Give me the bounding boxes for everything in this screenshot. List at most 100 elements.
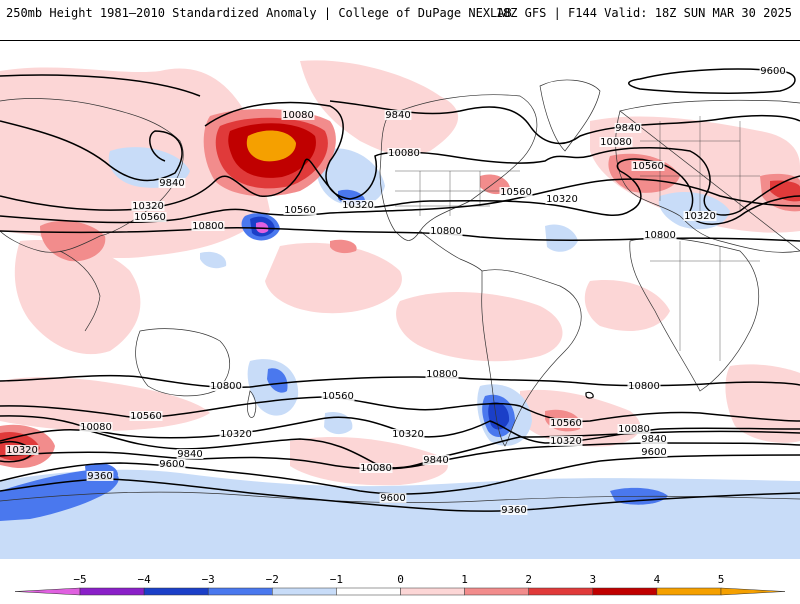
anomaly-pos1-area (265, 242, 402, 314)
colorbar-swatch (592, 587, 658, 596)
contour-label-bg (640, 434, 668, 444)
contour-small-low-sa (585, 391, 594, 399)
contour-label: 10320 (342, 200, 374, 211)
contour-label: 10560 (632, 161, 664, 172)
contour-label-bg (425, 369, 459, 379)
contour-label: 10800 (430, 226, 462, 237)
colorbar-swatch (272, 587, 337, 596)
contour-label: 10080 (388, 148, 420, 159)
colorbar-tick-label: −4 (137, 573, 151, 586)
contour-label: 10800 (210, 381, 242, 392)
contour-label: 9600 (641, 447, 666, 458)
coastline-antarctica (0, 491, 800, 503)
contour-label-bg (131, 201, 165, 211)
anomaly-neg1-area (200, 251, 227, 269)
colorbar-tick-label: −3 (202, 573, 215, 586)
colorbar-swatch (79, 587, 145, 596)
contour-label-bg (614, 123, 642, 133)
contour-label-bg (5, 445, 39, 455)
colorbar-tick-label: 4 (654, 573, 661, 586)
map-title: 250mb Height 1981–2010 Standardized Anom… (6, 6, 512, 20)
contour-label-bg (209, 381, 243, 391)
contour-label-bg (387, 148, 421, 158)
contour-label-bg (549, 436, 583, 446)
contour-label: 10320 (6, 445, 38, 456)
contour-label-bg (640, 447, 668, 457)
contour-label: 10320 (392, 429, 424, 440)
contour-label-bg (191, 221, 225, 231)
colorbar-tick-label: −2 (266, 573, 279, 586)
contour-label: 10320 (550, 436, 582, 447)
colorbar-swatch (656, 587, 722, 596)
contour-label: 10080 (80, 422, 112, 433)
state-borders-usa (395, 170, 520, 216)
contour-label: 9840 (641, 434, 666, 445)
contour-label: 9360 (87, 471, 112, 482)
contour-label-bg (627, 381, 661, 391)
contour-label-bg (549, 418, 583, 428)
contour-label-bg (283, 205, 317, 215)
contour-label: 10560 (322, 391, 354, 402)
coastline-eurasia (615, 99, 800, 253)
contour-label-bg (176, 449, 204, 459)
contour-label: 9600 (380, 493, 405, 504)
coastline-africa (629, 237, 760, 392)
colorbar-swatch-pos5 (720, 587, 786, 596)
colorbar-tick-label: 0 (397, 573, 404, 586)
coastline-asia-west (0, 98, 184, 253)
colorbar-swatch (143, 587, 209, 596)
contour-label: 9600 (159, 459, 184, 470)
map-panel: 9600 9840 10080 9840 10080 10080 9840 10320 1056… (0, 40, 800, 559)
anomaly-pos1-area (290, 436, 448, 486)
contour-label: 10800 (192, 221, 224, 232)
contour-label: 9600 (760, 66, 785, 77)
contour-label: 10320 (546, 194, 578, 205)
model-run-info: 18Z GFS | F144 Valid: 18Z SUN MAR 30 202… (495, 6, 792, 20)
colorbar-swatch (528, 587, 594, 596)
anomaly-colorbar: −5 −4 −3 −2 −1 0 1 2 3 4 5 (0, 572, 800, 600)
contour-label: 10560 (550, 418, 582, 429)
coastline-southeast-asia (59, 250, 101, 332)
contour-label: 10800 (644, 230, 676, 241)
contour-label-bg (599, 137, 633, 147)
anomaly-neg1-area (0, 469, 800, 559)
colorbar-swatches (14, 587, 786, 596)
contour-10560-north (0, 178, 800, 224)
contour-label: 10560 (130, 411, 162, 422)
contour-label: 10320 (684, 211, 716, 222)
contour-label: 9840 (423, 455, 448, 466)
contour-label-bg (281, 110, 315, 120)
contour-label-bg (500, 505, 528, 515)
contour-label-bg (321, 391, 355, 401)
colorbar-tick-label: 5 (718, 573, 725, 586)
anomaly-pos1-area (396, 291, 563, 362)
contour-label: 10080 (360, 463, 392, 474)
anomaly-pos1-area (725, 364, 800, 443)
contour-label-bg (759, 66, 787, 76)
contour-label-bg (158, 459, 186, 469)
contour-label-bg (133, 212, 167, 222)
anomaly-neg2-area (267, 368, 288, 393)
contour-label-bg (379, 493, 407, 503)
contour-label: 10080 (618, 424, 650, 435)
colorbar-tick-label: 1 (461, 573, 468, 586)
contour-9600-south (0, 454, 800, 495)
contour-label-bg (359, 463, 393, 473)
anomaly-fill-layer (0, 60, 800, 559)
contour-label-bg (219, 429, 253, 439)
anomaly-pos1-area (590, 116, 800, 233)
anomaly-pos1-area (14, 240, 141, 355)
anomaly-pos5-area (246, 130, 296, 162)
anomaly-neg1-area (545, 224, 578, 252)
map-canvas: 9600984010080984010080100809840103201056… (0, 41, 800, 559)
contour-label: 9360 (501, 505, 526, 516)
coastline-north-america (379, 94, 538, 241)
contour-label: 10080 (282, 110, 314, 121)
contour-label: 9840 (385, 110, 410, 121)
coastline-new-zealand (247, 390, 257, 418)
colorbar-swatch (336, 587, 401, 596)
contour-label: 10560 (284, 205, 316, 216)
colorbar-svg: −5 −4 −3 −2 −1 0 1 2 3 4 5 (14, 573, 786, 596)
contour-9840-north (0, 74, 800, 145)
contour-label-bg (158, 178, 186, 188)
